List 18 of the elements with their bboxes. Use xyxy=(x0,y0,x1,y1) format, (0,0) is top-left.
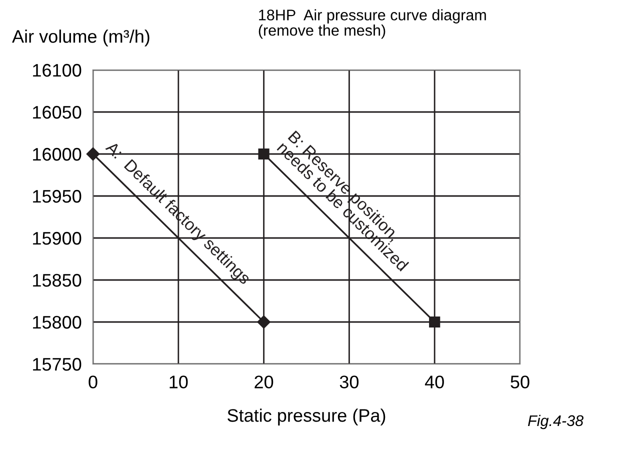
x-tick-label: 0 xyxy=(88,376,98,388)
y-tick-label: 15750 xyxy=(33,358,82,371)
y-tick-label: 15950 xyxy=(33,190,82,203)
caption: Fig.4-38 xyxy=(528,414,584,430)
x-tick-label: 50 xyxy=(510,376,530,388)
x-tick-label: 30 xyxy=(340,376,359,388)
y-tick-label: 15850 xyxy=(33,274,82,287)
x-axis-title: Static pressure (Pa) xyxy=(228,408,386,426)
y-tick-label: 15800 xyxy=(33,316,82,329)
y-tick-label: 16000 xyxy=(33,148,82,161)
y-axis-title: Air volume (m³/h) xyxy=(12,30,150,46)
y-tick-label: 16100 xyxy=(33,64,82,77)
y-tick-label: 16050 xyxy=(33,106,82,119)
x-tick-label: 10 xyxy=(170,376,188,388)
x-tick-label: 40 xyxy=(424,376,444,388)
chart-title: 18HP Air pressure curve diagram (remove the mesh) xyxy=(258,9,486,39)
y-tick-label: 15900 xyxy=(33,232,82,245)
x-tick-label: 20 xyxy=(254,376,274,388)
